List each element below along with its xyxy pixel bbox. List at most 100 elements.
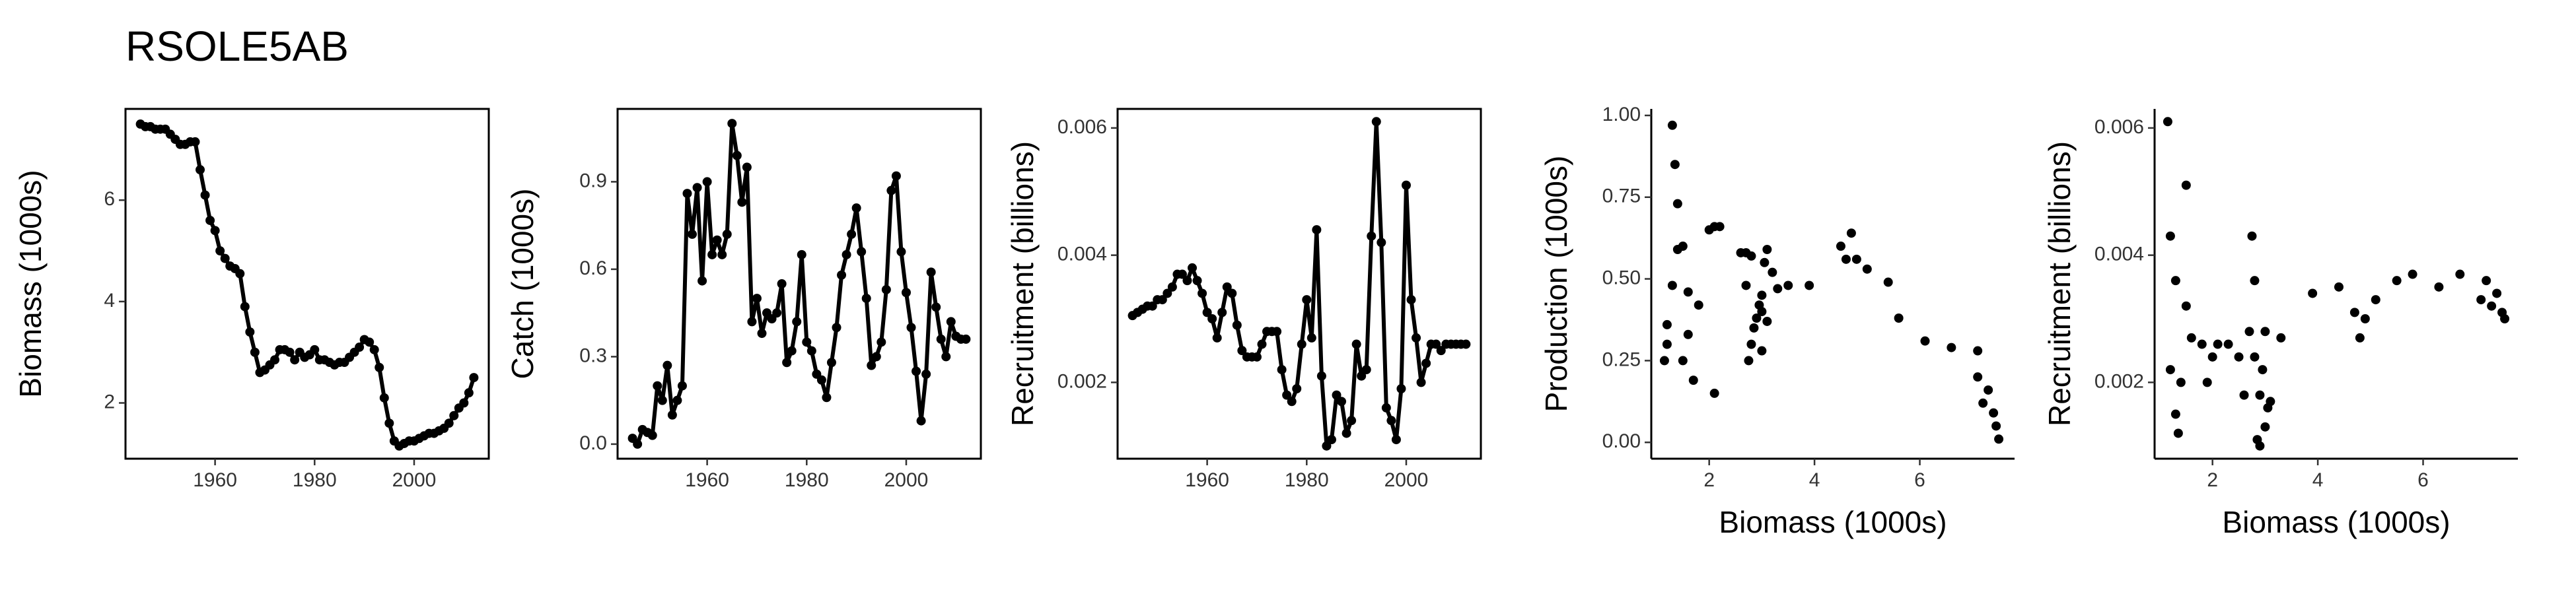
point — [1157, 295, 1167, 305]
point — [290, 355, 300, 365]
y-tick-label: 0.0 — [579, 432, 607, 454]
point — [727, 119, 737, 129]
point — [2260, 422, 2270, 432]
point — [653, 381, 662, 391]
point — [936, 334, 946, 344]
point — [2247, 231, 2257, 241]
y-axis-title: Production (1000s) — [1539, 156, 1573, 412]
point — [1683, 329, 1693, 339]
x-tick-label: 6 — [1914, 469, 1925, 491]
y-tick-label: 6 — [104, 188, 115, 210]
point — [1862, 264, 1872, 274]
point — [1212, 333, 1222, 343]
point — [688, 229, 698, 239]
x-tick-label: 2000 — [1384, 469, 1429, 491]
point — [757, 329, 767, 339]
point — [857, 247, 867, 257]
point — [682, 189, 692, 199]
point — [702, 177, 712, 187]
point — [1282, 390, 1292, 400]
point — [2165, 365, 2175, 375]
point — [1377, 238, 1386, 248]
point — [782, 358, 792, 368]
point — [896, 247, 906, 257]
x-tick-label: 1980 — [293, 469, 337, 491]
point — [1920, 336, 1930, 346]
x-axis-title: Biomass (1000s) — [2222, 505, 2450, 539]
point — [1217, 308, 1227, 317]
y-tick-label: 0.004 — [1057, 244, 1107, 265]
y-tick-label: 0.25 — [1602, 348, 1641, 370]
y-axis-title: Catch (1000s) — [505, 189, 540, 380]
point — [2349, 308, 2359, 317]
point — [469, 373, 479, 383]
point — [772, 308, 782, 318]
point — [1947, 343, 1956, 352]
point — [2173, 428, 2183, 438]
point — [1351, 339, 1361, 349]
point — [1401, 180, 1411, 190]
point — [692, 183, 702, 193]
point — [1312, 225, 1322, 235]
point — [698, 276, 707, 286]
point — [1163, 288, 1172, 298]
point — [384, 418, 394, 428]
point — [2181, 301, 2191, 311]
point — [1741, 280, 1751, 290]
point — [901, 288, 911, 298]
point — [1757, 290, 1767, 300]
point — [737, 197, 747, 207]
plot-frame — [124, 108, 490, 460]
point — [2408, 269, 2417, 279]
point — [1416, 378, 1426, 387]
point — [2202, 378, 2212, 387]
point — [1760, 257, 1770, 267]
y-tick-label: 0.3 — [579, 345, 607, 366]
point — [946, 317, 956, 327]
point — [1302, 295, 1312, 305]
point — [2186, 333, 2196, 343]
point — [285, 347, 295, 357]
point — [2371, 295, 2380, 305]
y-axis-title: Biomass (1000s) — [13, 170, 48, 397]
y-tick-label: 0.002 — [2094, 370, 2144, 392]
point — [369, 345, 379, 354]
point — [1198, 288, 1207, 298]
point — [657, 395, 667, 405]
x-tick-label: 1980 — [1285, 469, 1329, 491]
point — [365, 337, 375, 347]
point — [712, 235, 722, 245]
point — [2258, 365, 2268, 375]
point — [1672, 199, 1682, 209]
line — [139, 122, 476, 448]
point — [1357, 371, 1367, 381]
point — [464, 388, 474, 398]
point — [2250, 352, 2260, 362]
point — [1846, 228, 1856, 238]
point — [747, 317, 757, 327]
point — [449, 411, 459, 420]
point — [2181, 180, 2191, 190]
point — [2207, 352, 2217, 362]
point — [2266, 397, 2275, 407]
plot-frame — [1116, 108, 1482, 460]
point — [912, 366, 921, 376]
point — [1316, 371, 1326, 381]
point — [1237, 346, 1247, 356]
point — [1371, 117, 1381, 127]
point — [2255, 390, 2265, 400]
point — [2355, 333, 2365, 343]
point — [1773, 284, 1783, 294]
x-tick-label: 1960 — [685, 469, 729, 491]
y-tick-label: 0.50 — [1602, 267, 1641, 288]
x-tick-label: 4 — [2312, 469, 2324, 491]
point — [2250, 276, 2260, 286]
point — [1805, 280, 1814, 290]
point — [1287, 397, 1297, 407]
point — [1978, 398, 1988, 408]
point — [822, 393, 832, 403]
point — [2492, 288, 2502, 298]
point — [1342, 428, 1351, 438]
point — [891, 171, 901, 181]
point — [1147, 301, 1157, 311]
